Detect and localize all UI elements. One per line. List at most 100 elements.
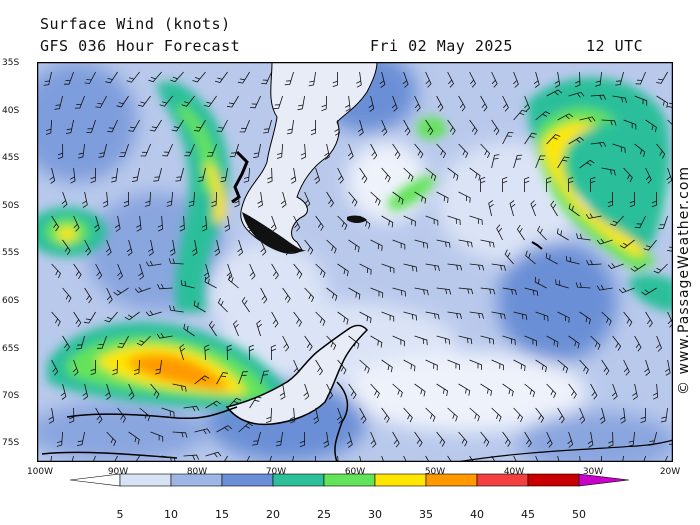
wind-barb <box>175 167 184 182</box>
wind-barb <box>169 239 176 256</box>
lat-label-75s: 75S <box>2 438 20 448</box>
wind-barb <box>224 215 231 232</box>
wind-barb <box>567 431 574 448</box>
wind-barb <box>502 335 516 345</box>
wind-barb <box>579 311 591 325</box>
wind-barb <box>370 239 383 251</box>
wind-barb <box>480 239 495 248</box>
wind-barb <box>502 287 517 296</box>
wind-barb <box>403 407 413 423</box>
wind-barb <box>303 383 310 400</box>
wind-barb <box>610 215 624 227</box>
weddell-sea-coast <box>456 439 673 462</box>
lat-label-70s: 70S <box>2 391 20 401</box>
legend-label-35: 35 <box>419 508 433 521</box>
lat-label-65s: 65S <box>2 344 20 354</box>
wind-barb <box>664 359 671 376</box>
wind-barb <box>601 119 617 126</box>
wind-barb <box>136 215 142 232</box>
wind-barb <box>117 407 126 423</box>
wind-barb <box>237 71 250 84</box>
wind-barb <box>348 239 360 253</box>
wind-barb <box>148 71 162 83</box>
wind-barb <box>300 143 307 160</box>
wind-barb <box>326 335 337 350</box>
wind-barb <box>656 335 662 352</box>
wind-barb <box>192 71 206 83</box>
wind-barb <box>170 71 184 83</box>
wind-barb <box>117 335 129 348</box>
wind-barb <box>249 396 262 409</box>
wind-barb <box>469 119 478 135</box>
wind-barb <box>568 91 585 98</box>
legend-swatch <box>527 473 580 487</box>
legend-label-5: 5 <box>116 508 124 521</box>
wind-barb <box>275 431 283 447</box>
wind-barb <box>102 191 109 208</box>
wind-barb <box>414 239 429 249</box>
wind-barb <box>502 176 508 192</box>
wind-barb <box>620 407 626 424</box>
wind-barb <box>347 143 354 160</box>
wind-barb <box>155 359 162 375</box>
wind-barb <box>201 215 208 232</box>
wind-barb <box>504 249 514 265</box>
wind-barb <box>480 431 490 447</box>
wind-barb <box>323 431 329 448</box>
wind-barb <box>491 455 496 462</box>
wind-barb <box>469 455 474 462</box>
wind-barb <box>370 431 377 448</box>
wind-barb <box>664 455 668 462</box>
wind-barb <box>436 431 446 447</box>
wind-barb <box>403 119 411 136</box>
wind-barb <box>73 215 80 232</box>
wind-barb <box>273 95 283 110</box>
wind-barb <box>179 215 185 232</box>
wind-barb <box>153 167 162 182</box>
wind-barb <box>271 311 279 328</box>
wind-barb <box>458 239 473 248</box>
wind-barb <box>260 287 268 304</box>
wind-barb <box>51 311 61 327</box>
wind-barb <box>220 167 228 183</box>
wind-barb <box>425 407 436 422</box>
lat-label-35s: 35S <box>2 58 20 68</box>
wind-barb <box>314 455 316 462</box>
wind-barb <box>98 143 107 158</box>
lat-label-40s: 40S <box>2 106 20 116</box>
wind-barb <box>447 119 456 135</box>
wind-barb <box>270 215 277 232</box>
wind-barb <box>491 407 502 422</box>
wind-barb <box>84 287 93 304</box>
wind-barb <box>480 95 488 112</box>
wind-barb <box>97 335 107 349</box>
wind-barb <box>134 287 151 293</box>
wind-barb <box>513 455 518 462</box>
wind-barb <box>76 335 85 350</box>
wind-barb <box>183 323 195 337</box>
wind-barb <box>392 239 406 250</box>
legend-swatch <box>476 473 529 487</box>
wind-barb <box>51 215 60 232</box>
legend-swatch <box>119 473 172 487</box>
wind-barb <box>469 263 485 271</box>
wind-barb <box>162 143 173 157</box>
wind-barb <box>545 252 558 265</box>
wind-barb <box>458 95 466 112</box>
wind-barb <box>156 332 173 339</box>
wind-barb <box>193 300 206 313</box>
wind-barb <box>68 407 75 424</box>
wind-barb <box>188 191 195 207</box>
wind-barb <box>217 298 228 313</box>
wind-barb <box>601 359 610 376</box>
wind-barb <box>590 94 607 101</box>
wind-barb <box>172 431 188 438</box>
wind-barb <box>381 215 394 228</box>
wind-barb <box>216 372 228 385</box>
wind-barb <box>436 191 449 204</box>
wind-barb <box>279 383 286 400</box>
wind-barb <box>260 370 269 385</box>
wind-barb <box>640 407 646 424</box>
wind-barb <box>337 359 347 375</box>
lon-label-50w: 50W <box>424 467 446 477</box>
